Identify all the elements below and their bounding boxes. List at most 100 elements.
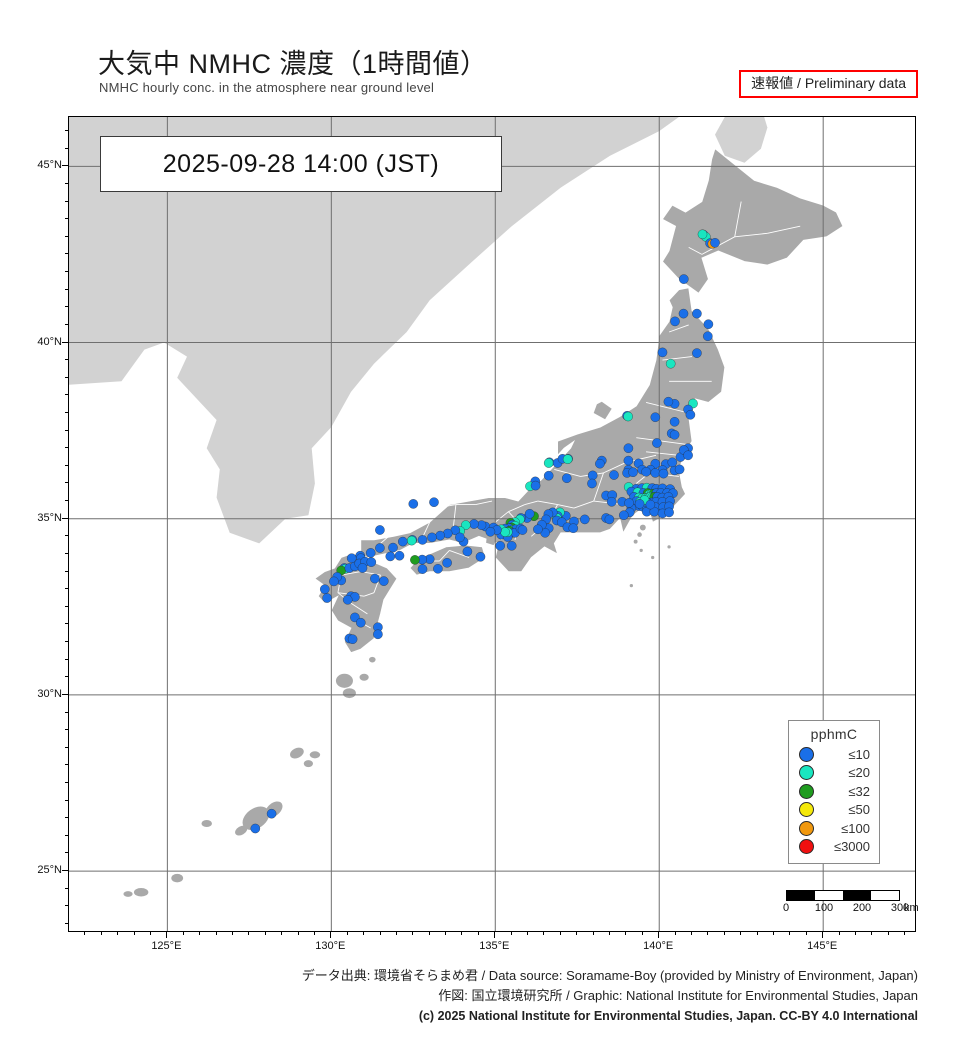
station-point[interactable] (652, 438, 662, 448)
station-point[interactable] (475, 552, 486, 562)
map-canvas[interactable] (68, 116, 916, 932)
station-point[interactable] (250, 823, 261, 834)
station-point[interactable] (657, 347, 668, 358)
station-point[interactable] (587, 470, 598, 481)
prefecture-border (636, 437, 689, 446)
station-point[interactable] (455, 532, 465, 543)
station-point[interactable] (669, 430, 680, 440)
station-point[interactable] (410, 555, 420, 565)
station-point[interactable] (347, 634, 358, 644)
station-point[interactable] (685, 410, 696, 420)
station-point[interactable] (461, 520, 471, 530)
station-point[interactable] (388, 542, 398, 553)
station-point[interactable] (710, 238, 720, 248)
station-point[interactable] (365, 548, 376, 558)
station-point[interactable] (356, 617, 366, 628)
legend-item[interactable]: ≤10 (795, 745, 873, 764)
station-point[interactable] (595, 458, 605, 469)
x-tick-label: 145°E (807, 940, 838, 952)
station-point[interactable] (385, 551, 396, 562)
legend-item[interactable]: ≤50 (795, 801, 873, 820)
station-point[interactable] (370, 573, 380, 584)
station-point[interactable] (587, 478, 597, 489)
station-point[interactable] (604, 514, 615, 525)
station-point[interactable] (678, 308, 689, 319)
station-point[interactable] (628, 467, 638, 477)
station-point[interactable] (679, 274, 689, 284)
station-point[interactable] (408, 499, 419, 509)
station-point[interactable] (373, 629, 383, 640)
station-point[interactable] (433, 564, 443, 574)
station-point[interactable] (357, 563, 368, 573)
station-point[interactable] (658, 468, 669, 479)
station-point[interactable] (606, 497, 617, 507)
station-point[interactable] (266, 808, 277, 819)
station-point[interactable] (322, 593, 332, 603)
izu-island (637, 532, 642, 537)
station-point[interactable] (427, 532, 437, 543)
footer-line: 作図: 国立環境研究所 / Graphic: National Institut… (438, 988, 918, 1003)
station-point[interactable] (320, 584, 330, 594)
station-point[interactable] (692, 348, 702, 358)
station-point[interactable] (442, 558, 452, 568)
station-point[interactable] (562, 454, 573, 464)
station-point[interactable] (665, 358, 676, 369)
station-point[interactable] (379, 576, 389, 586)
station-point[interactable] (394, 550, 405, 561)
legend-item[interactable]: ≤3000 (795, 838, 873, 857)
station-point[interactable] (517, 525, 528, 535)
station-point[interactable] (429, 497, 439, 507)
station-point[interactable] (692, 308, 702, 319)
station-point[interactable] (485, 527, 496, 537)
station-point[interactable] (703, 319, 714, 329)
station-point[interactable] (533, 524, 543, 535)
station-point[interactable] (469, 519, 479, 529)
station-point[interactable] (683, 450, 693, 461)
station-point[interactable] (524, 509, 535, 519)
station-point[interactable] (375, 543, 385, 553)
station-point[interactable] (669, 417, 680, 427)
station-point[interactable] (663, 396, 674, 407)
station-point[interactable] (609, 470, 619, 480)
station-point[interactable] (500, 527, 510, 537)
station-point[interactable] (543, 458, 554, 468)
station-point[interactable] (697, 229, 708, 240)
station-point[interactable] (366, 557, 377, 567)
legend-item[interactable]: ≤20 (795, 764, 873, 783)
station-point[interactable] (435, 530, 445, 541)
station-point[interactable] (406, 535, 417, 546)
station-point[interactable] (650, 468, 661, 478)
station-point[interactable] (670, 316, 680, 327)
station-point[interactable] (664, 507, 674, 518)
station-point[interactable] (667, 457, 678, 468)
station-point[interactable] (398, 536, 408, 547)
station-point[interactable] (624, 498, 634, 508)
station-point[interactable] (346, 553, 357, 563)
station-point[interactable] (562, 473, 572, 483)
station-point[interactable] (674, 464, 685, 475)
station-point[interactable] (619, 510, 629, 520)
station-point[interactable] (641, 467, 651, 477)
station-point[interactable] (568, 523, 579, 533)
station-point[interactable] (417, 564, 428, 574)
station-point[interactable] (623, 455, 634, 466)
station-point[interactable] (530, 480, 541, 491)
station-point[interactable] (543, 470, 554, 481)
station-point[interactable] (506, 541, 517, 551)
legend-item[interactable]: ≤32 (795, 782, 873, 801)
station-point[interactable] (375, 525, 385, 535)
station-point[interactable] (645, 499, 656, 510)
station-point[interactable] (634, 499, 645, 509)
station-point[interactable] (417, 535, 428, 545)
legend-item[interactable]: ≤100 (795, 819, 873, 838)
station-point[interactable] (495, 541, 505, 551)
station-point[interactable] (329, 576, 339, 587)
station-point[interactable] (650, 412, 661, 422)
station-point[interactable] (703, 331, 713, 341)
station-point[interactable] (462, 546, 473, 557)
scale-bar-segments (786, 890, 900, 901)
station-point[interactable] (580, 514, 590, 525)
station-point[interactable] (342, 595, 353, 605)
station-point[interactable] (623, 443, 634, 453)
station-point[interactable] (623, 411, 633, 422)
